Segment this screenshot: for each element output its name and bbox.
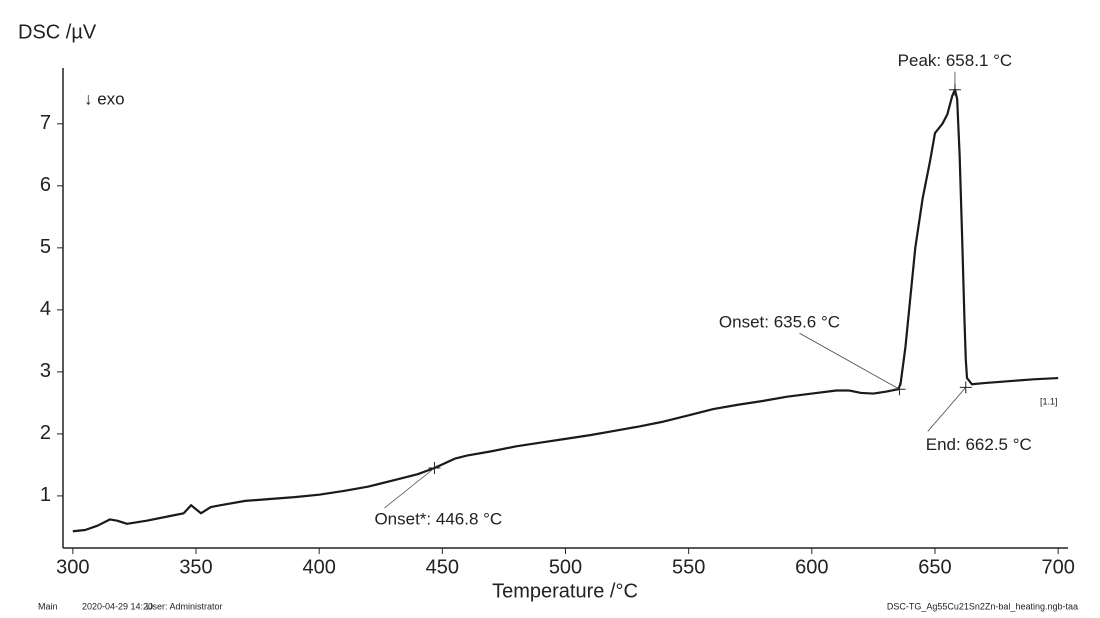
footer-info: User: Administrator <box>146 601 223 611</box>
annotation-label: Onset: 635.6 °C <box>719 313 840 332</box>
y-tick-label: 1 <box>40 484 51 506</box>
x-tick-label: 300 <box>56 556 89 578</box>
annotation-label: End: 662.5 °C <box>926 435 1032 454</box>
exo-label: ↓ exo <box>84 89 125 108</box>
annotation-label: Peak: 658.1 °C <box>898 51 1013 70</box>
annotation-marker <box>428 462 441 474</box>
x-tick-label: 650 <box>918 556 951 578</box>
annotation-leader <box>384 467 435 509</box>
x-tick-label: 550 <box>672 556 705 578</box>
y-tick-label: 5 <box>40 236 51 258</box>
x-tick-label: 500 <box>549 556 582 578</box>
x-tick-label: 600 <box>795 556 828 578</box>
y-tick-label: 3 <box>40 360 51 382</box>
annotation-marker <box>959 381 972 394</box>
y-tick-label: 4 <box>40 298 51 320</box>
x-tick-label: 700 <box>1041 556 1074 578</box>
x-tick-label: 350 <box>179 556 212 578</box>
annotation-marker <box>948 83 961 96</box>
x-tick-label: 450 <box>426 556 459 578</box>
footer-file: DSC-TG_Ag55Cu21Sn2Zn-bal_heating.ngb-taa <box>887 601 1078 611</box>
y-tick-label: 6 <box>40 174 51 196</box>
y-tick-label: 2 <box>40 422 51 444</box>
curve-label: [1.1] <box>1040 396 1058 406</box>
annotation-leader <box>927 387 967 432</box>
y-tick-label: 7 <box>40 112 51 134</box>
footer-info: Main <box>38 601 58 611</box>
y-axis-label: DSC /µV <box>18 21 97 43</box>
annotation-label: Onset*: 446.8 °C <box>374 509 502 528</box>
footer-info: 2020-04-29 14:20 <box>82 601 153 611</box>
x-axis-label: Temperature /°C <box>492 580 638 602</box>
dsc-curve <box>72 88 1059 533</box>
annotation-leader <box>799 332 900 390</box>
x-tick-label: 400 <box>302 556 335 578</box>
annotation-marker <box>893 383 906 396</box>
